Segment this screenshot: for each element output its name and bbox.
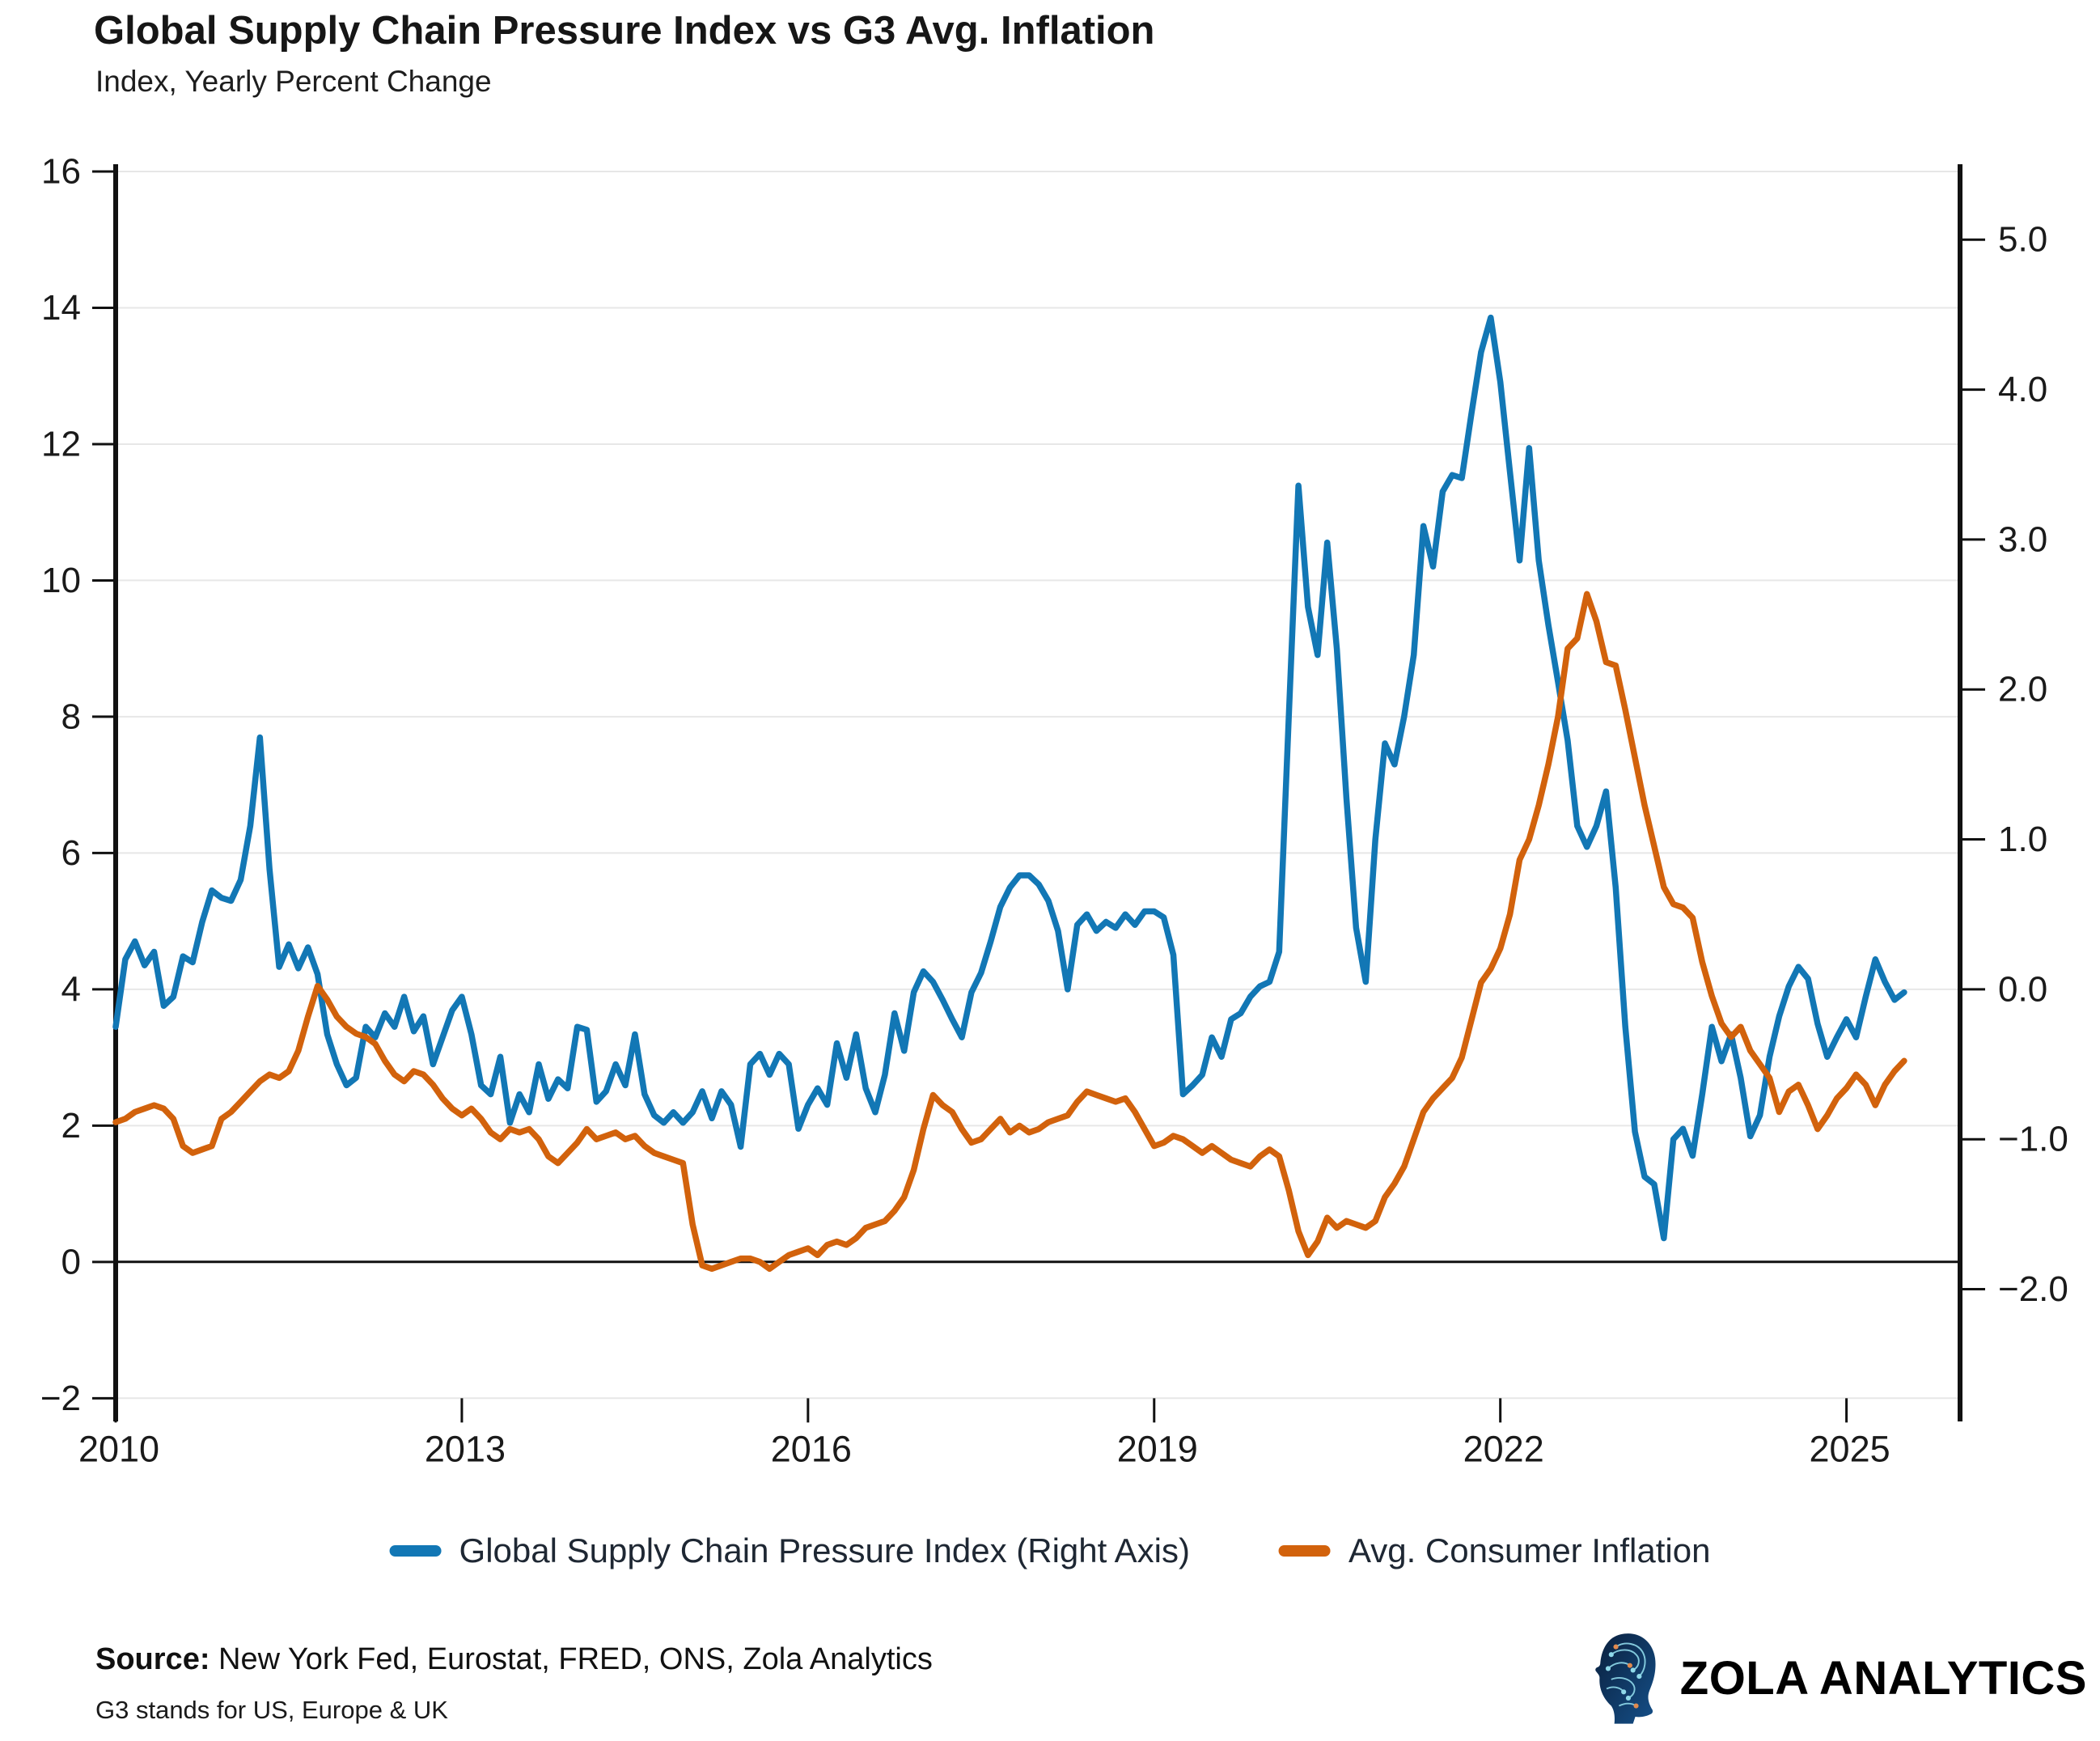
left-tick-label: 16 bbox=[41, 152, 81, 192]
x-tick-label: 2025 bbox=[1810, 1428, 1890, 1469]
zola-analytics-logo: ZOLA ANALYTICS bbox=[1588, 1631, 2087, 1725]
right-tick-label: −1.0 bbox=[1998, 1120, 2068, 1159]
right-tick-label: 1.0 bbox=[1998, 820, 2047, 859]
legend-label-gscpi: Global Supply Chain Pressure Index (Righ… bbox=[459, 1531, 1190, 1569]
x-tick-label: 2022 bbox=[1463, 1428, 1544, 1469]
inflation-line bbox=[112, 591, 1907, 1273]
page-title: Global Supply Chain Pressure Index vs G3… bbox=[94, 9, 1155, 53]
left-tick-label: 12 bbox=[41, 424, 81, 464]
chart-subtitle: Index, Yearly Percent Change bbox=[95, 65, 492, 98]
left-tick-label: 2 bbox=[61, 1106, 81, 1146]
left-tick-label: 6 bbox=[61, 833, 81, 873]
right-tick-label: 0.0 bbox=[1998, 969, 2047, 1009]
right-tick-label: 2.0 bbox=[1998, 670, 2047, 710]
right-tick-label: 5.0 bbox=[1998, 220, 2047, 260]
left-tick-label: 14 bbox=[41, 288, 81, 328]
left-tick-label: 4 bbox=[61, 969, 81, 1009]
gscpi-line bbox=[112, 314, 1907, 1242]
x-tick-label: 2016 bbox=[771, 1428, 852, 1469]
gscpi-line-swatch bbox=[389, 1545, 442, 1557]
right-tick-label: 3.0 bbox=[1998, 519, 2047, 559]
footnote: G3 stands for US, Europe & UK bbox=[95, 1696, 448, 1724]
right-tick-label: 4.0 bbox=[1998, 370, 2047, 409]
legend-item-inflation: Avg. Consumer Inflation bbox=[1278, 1531, 1711, 1570]
right-tick-label: −2.0 bbox=[1998, 1269, 2068, 1309]
source-text: New York Fed, Eurostat, FRED, ONS, Zola … bbox=[210, 1642, 933, 1676]
left-tick-label: −2 bbox=[40, 1379, 81, 1418]
circuit-head-icon bbox=[1595, 1633, 1656, 1724]
left-tick-label: 8 bbox=[61, 697, 81, 736]
chart-legend: Global Supply Chain Pressure Index (Righ… bbox=[389, 1531, 1711, 1570]
logo-wordmark: ZOLA ANALYTICS bbox=[1679, 1651, 2087, 1705]
x-tick-label: 2019 bbox=[1117, 1428, 1198, 1469]
source-label: Source: bbox=[95, 1642, 210, 1676]
source-line: Source: New York Fed, Eurostat, FRED, ON… bbox=[95, 1642, 933, 1677]
inflation-line-swatch bbox=[1278, 1545, 1331, 1557]
x-tick-label: 2010 bbox=[78, 1428, 159, 1469]
legend-label-inflation: Avg. Consumer Inflation bbox=[1348, 1531, 1711, 1569]
legend-item-gscpi: Global Supply Chain Pressure Index (Righ… bbox=[389, 1531, 1190, 1570]
x-tick-label: 2013 bbox=[425, 1428, 506, 1469]
left-tick-label: 0 bbox=[61, 1242, 81, 1281]
left-tick-label: 10 bbox=[41, 561, 81, 600]
